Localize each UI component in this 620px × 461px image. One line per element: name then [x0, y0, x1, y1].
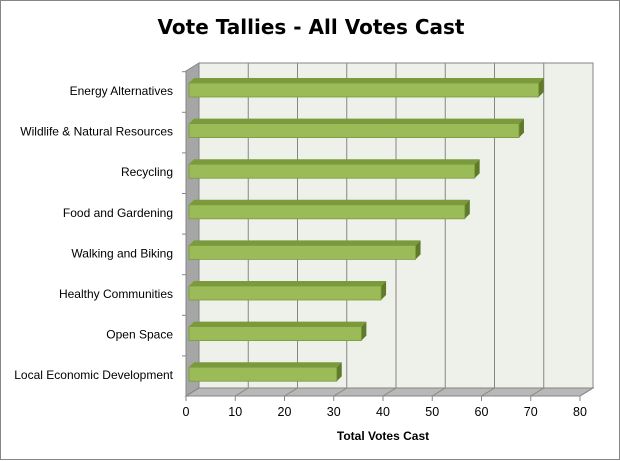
x-tick-label: 50 — [425, 405, 439, 419]
bar-side — [464, 199, 470, 219]
floor-gridline — [382, 387, 397, 397]
bar-top — [189, 199, 470, 205]
side-wall — [185, 62, 200, 397]
category-label: Walking and Biking — [71, 246, 173, 260]
bar-side — [538, 78, 544, 97]
bar — [188, 366, 338, 382]
x-tick-label: 30 — [327, 405, 341, 419]
bar-top — [189, 118, 524, 124]
x-tick-label: 0 — [183, 405, 190, 419]
x-tick-label: 60 — [475, 405, 489, 419]
bar-top — [189, 281, 387, 286]
category-label: Wildlife & Natural Resources — [20, 125, 173, 139]
floor-gridline — [284, 387, 298, 397]
bar — [188, 163, 476, 179]
floor-gridline — [234, 387, 249, 397]
bar-top — [189, 240, 421, 246]
x-tick-label: 70 — [524, 405, 538, 419]
bar — [188, 82, 540, 98]
floor-gridline — [333, 387, 348, 397]
x-tick-label: 40 — [376, 405, 390, 419]
bar — [188, 244, 416, 260]
floor-gridline — [579, 387, 594, 397]
floor-gridline — [185, 387, 200, 397]
category-label: Healthy Communities — [59, 287, 173, 301]
x-tick-label: 80 — [573, 405, 587, 419]
x-tick-label: 20 — [278, 405, 292, 419]
bar-side — [336, 362, 342, 382]
bar-side — [415, 240, 421, 260]
plot-area: 0 10 20 30 40 50 60 70 80 Energy Alternatives Wild… — [14, 62, 595, 419]
bar — [188, 204, 466, 220]
bar-top — [189, 78, 544, 83]
bar-side — [518, 118, 524, 138]
bar — [188, 123, 520, 138]
x-axis-label: Total Votes Cast — [337, 429, 429, 443]
bar-side — [361, 321, 367, 341]
bar-top — [189, 159, 480, 165]
floor-gridline — [530, 387, 545, 397]
bar-top — [189, 321, 367, 327]
category-label: Energy Alternatives — [70, 84, 173, 98]
floor-gridline — [431, 387, 446, 397]
category-label: Local Economic Development — [14, 368, 173, 382]
bar-top — [189, 362, 342, 368]
bar-side — [474, 159, 480, 179]
x-tick-label: 10 — [228, 405, 242, 419]
floor-gridline — [481, 387, 495, 397]
bar-side — [381, 281, 387, 300]
category-label: Food and Gardening — [63, 206, 173, 220]
category-label: Recycling — [121, 165, 173, 179]
bar — [188, 326, 362, 342]
bar — [188, 285, 382, 301]
category-label: Open Space — [106, 328, 173, 342]
chart-title: Vote Tallies - All Votes Cast — [158, 15, 465, 39]
